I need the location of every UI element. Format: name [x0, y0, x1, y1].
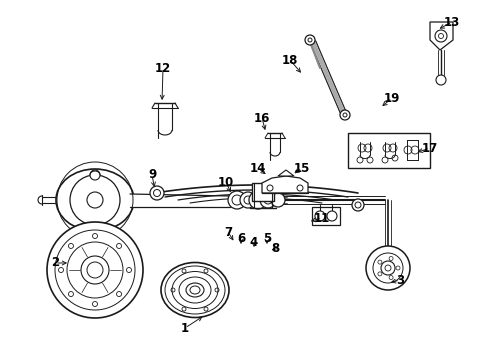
Polygon shape — [278, 170, 294, 176]
Polygon shape — [430, 22, 453, 50]
Polygon shape — [312, 207, 340, 225]
Circle shape — [271, 193, 285, 207]
Circle shape — [340, 110, 350, 120]
Circle shape — [435, 30, 447, 42]
Bar — [130, 194, 230, 207]
Text: 18: 18 — [282, 54, 298, 67]
Text: 13: 13 — [444, 15, 460, 28]
Text: 5: 5 — [263, 231, 271, 244]
Text: 15: 15 — [294, 162, 310, 175]
Bar — [252, 183, 274, 201]
Text: 19: 19 — [384, 91, 400, 104]
Circle shape — [81, 256, 109, 284]
Circle shape — [260, 192, 276, 208]
Circle shape — [90, 170, 100, 180]
Text: 8: 8 — [271, 242, 279, 255]
Text: 1: 1 — [181, 321, 189, 334]
Circle shape — [366, 246, 410, 290]
Text: 9: 9 — [148, 168, 156, 181]
Text: 6: 6 — [237, 231, 245, 244]
Circle shape — [315, 211, 325, 221]
Circle shape — [436, 75, 446, 85]
Circle shape — [305, 35, 315, 45]
Ellipse shape — [56, 169, 134, 231]
Text: 16: 16 — [254, 112, 270, 125]
Circle shape — [352, 199, 364, 211]
Ellipse shape — [161, 262, 229, 318]
Text: 2: 2 — [51, 256, 59, 270]
Circle shape — [47, 222, 143, 318]
Text: 12: 12 — [155, 62, 171, 75]
Circle shape — [87, 192, 103, 208]
Ellipse shape — [186, 283, 204, 297]
Circle shape — [381, 261, 395, 275]
Circle shape — [249, 191, 267, 209]
Circle shape — [150, 186, 164, 200]
Text: 3: 3 — [396, 274, 404, 287]
Bar — [348, 133, 430, 168]
Circle shape — [240, 192, 256, 208]
Polygon shape — [262, 176, 308, 193]
Circle shape — [228, 191, 246, 209]
Text: 7: 7 — [224, 225, 232, 238]
Text: 14: 14 — [250, 162, 266, 175]
Text: 11: 11 — [314, 211, 330, 225]
Text: 17: 17 — [422, 141, 438, 154]
Circle shape — [327, 211, 337, 221]
Text: 10: 10 — [218, 175, 234, 189]
Text: 4: 4 — [250, 235, 258, 248]
